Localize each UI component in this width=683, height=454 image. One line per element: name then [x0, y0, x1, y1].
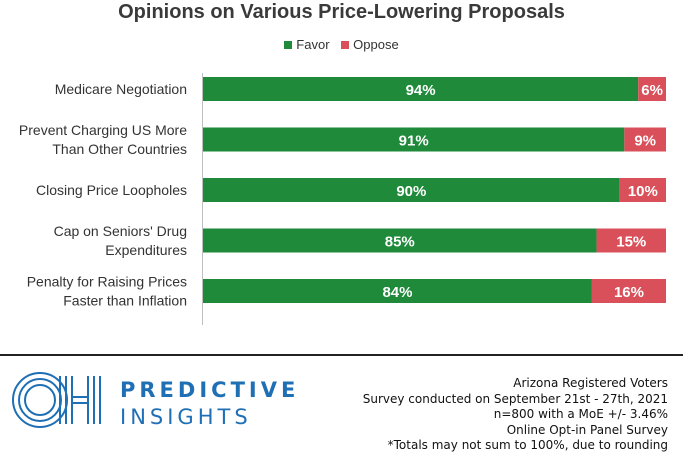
data-label-favor: 85% — [385, 234, 415, 251]
legend-label-oppose: Oppose — [353, 37, 399, 52]
survey-note-line: n=800 with a MoE +/- 3.46% — [493, 407, 668, 422]
legend-item-favor: Favor — [284, 37, 330, 52]
bar-oppose — [624, 127, 666, 152]
data-label-oppose: 10% — [628, 183, 658, 200]
legend-swatch-favor — [284, 41, 293, 49]
data-label-oppose: 6% — [641, 82, 663, 99]
legend-item-oppose: Oppose — [341, 37, 399, 52]
category-label: Penalty for Raising Prices Faster than In… — [27, 274, 187, 309]
data-label-favor: 84% — [382, 284, 412, 301]
bar-oppose — [596, 228, 666, 253]
legend-label-favor: Favor — [296, 37, 330, 52]
survey-note-line: Arizona Registered Voters — [513, 376, 668, 390]
data-label-oppose: 15% — [616, 234, 646, 251]
survey-note-line: Survey conducted on September 21st - 27t… — [362, 391, 668, 406]
category-label: Prevent Charging US More Than Other Count… — [19, 122, 187, 157]
bar-oppose — [591, 279, 666, 303]
legend-swatch-oppose — [341, 41, 350, 49]
brand-line-1: PREDICTIVE — [120, 378, 300, 402]
data-label-oppose: 9% — [634, 133, 656, 150]
bar-favor — [203, 127, 625, 152]
survey-note-line: Online Opt-in Panel Survey — [506, 422, 668, 437]
survey-note-line: *Totals may not sum to 100%, due to roun… — [387, 438, 668, 453]
bar-oppose — [619, 178, 666, 202]
data-label-favor: 94% — [406, 82, 436, 99]
bar-chart: Medicare Negotiation 94% 6% Prevent Chargin… — [19, 73, 666, 325]
brand-line-2: INSIGHTS — [120, 405, 252, 429]
oh-logo-icon — [12, 372, 101, 428]
data-label-favor: 91% — [399, 133, 429, 150]
chart-legend: Favor Oppose — [0, 37, 683, 52]
category-label: Cap on Seniors' Drug Expenditures — [54, 223, 187, 258]
bar-favor — [203, 77, 639, 101]
data-label-oppose: 16% — [614, 284, 644, 301]
bar-favor — [203, 228, 597, 253]
category-label: Medicare Negotiation — [55, 81, 187, 97]
category-label: Closing Price Loopholes — [36, 182, 187, 198]
brand-wordmark: PREDICTIVE INSIGHTS — [120, 377, 299, 431]
footer-divider — [0, 354, 683, 356]
bar-favor — [203, 279, 592, 303]
bar-oppose — [638, 77, 666, 101]
chart-title: Opinions on Various Price-Lowering Propo… — [118, 1, 565, 23]
bar-favor — [203, 178, 620, 202]
survey-notes: Arizona Registered Voters Survey conduct… — [363, 376, 668, 454]
data-label-favor: 90% — [396, 183, 426, 200]
